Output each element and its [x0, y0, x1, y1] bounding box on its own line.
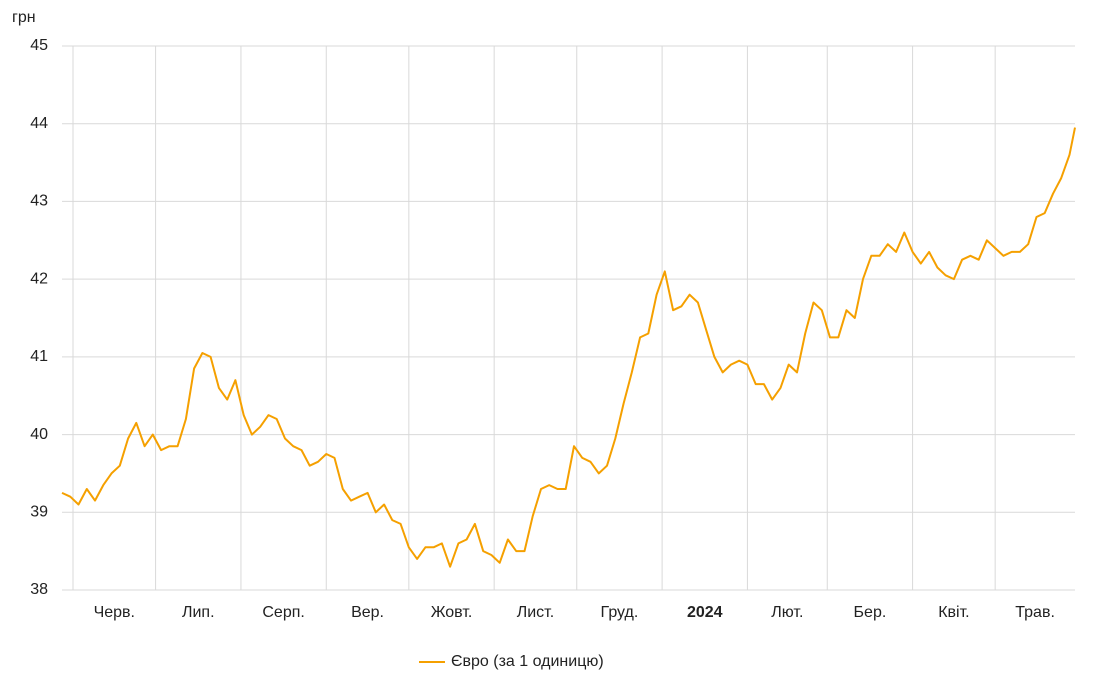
x-tick-label: Бер.: [854, 604, 887, 621]
x-tick-label: Квіт.: [938, 604, 969, 621]
data-line: [61, 127, 1076, 568]
x-tick-label: Трав.: [1015, 604, 1055, 621]
y-tick-label: 43: [30, 193, 48, 210]
y-tick-label: 39: [30, 504, 48, 521]
legend-label: Євро (за 1 одиницю): [451, 653, 604, 670]
y-axis-label: грн: [12, 9, 36, 26]
y-tick-label: 45: [30, 37, 48, 54]
x-tick-label: Лист.: [517, 604, 554, 621]
x-tick-label: Вер.: [351, 604, 384, 621]
x-tick-label: Лют.: [771, 604, 803, 621]
y-tick-label: 38: [30, 581, 48, 598]
x-tick-label: Черв.: [94, 604, 135, 621]
y-tick-label: 44: [30, 115, 48, 132]
x-tick-label: Лип.: [182, 604, 215, 621]
x-tick-label: Серп.: [262, 604, 304, 621]
x-tick-label: Жовт.: [431, 604, 473, 621]
y-tick-label: 41: [30, 348, 48, 365]
y-tick-label: 42: [30, 270, 48, 287]
y-tick-label: 40: [30, 426, 48, 443]
x-tick-label: 2024: [687, 604, 723, 621]
x-tick-label: Груд.: [601, 604, 639, 621]
